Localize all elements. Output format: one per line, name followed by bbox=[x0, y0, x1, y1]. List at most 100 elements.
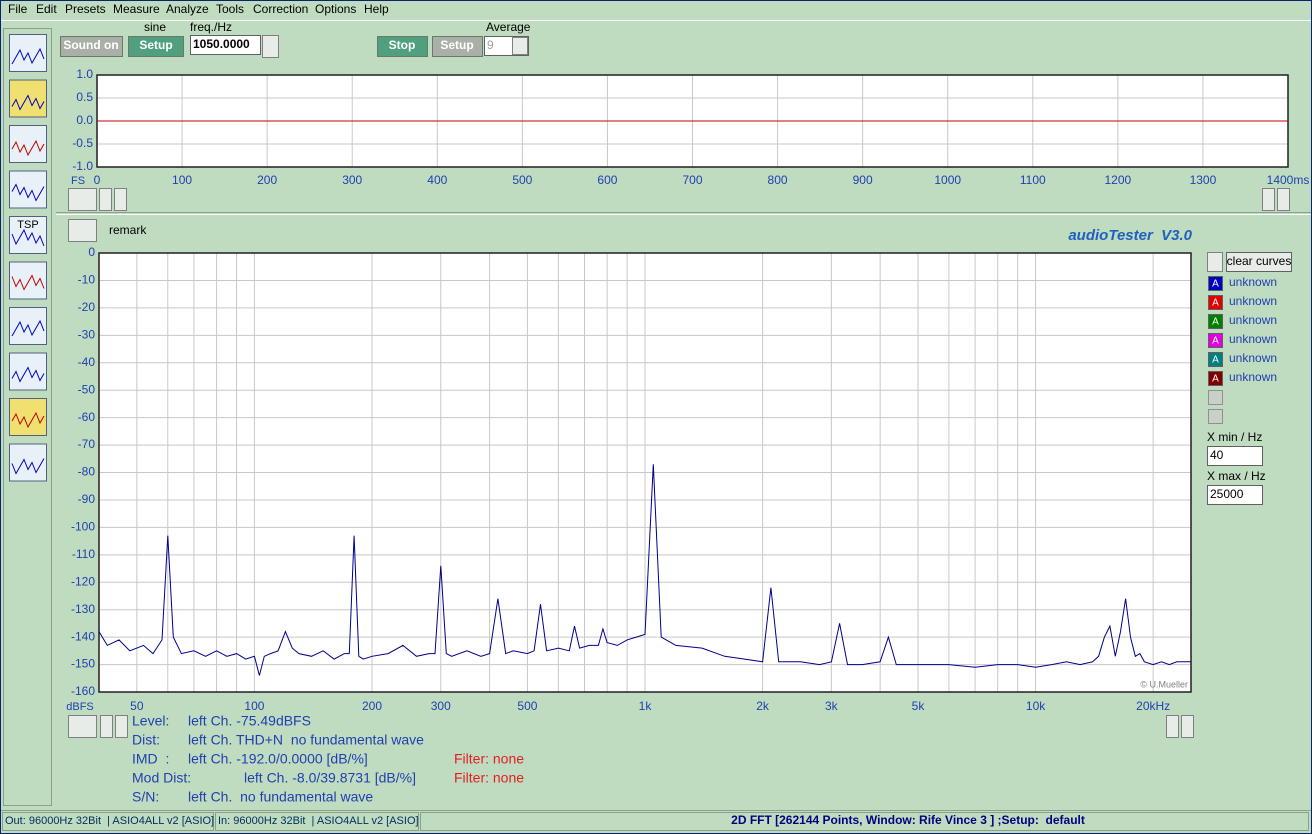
clear-curves-button[interactable] bbox=[1226, 252, 1292, 272]
x-tick-label: 0 bbox=[94, 173, 101, 187]
x-tick-label: 200 bbox=[362, 699, 382, 713]
menu-item[interactable]: Tools bbox=[216, 2, 244, 16]
x-tick-label: 50 bbox=[130, 699, 144, 713]
status-cell bbox=[420, 812, 1309, 831]
curve-swatch[interactable] bbox=[1208, 371, 1223, 386]
tool-icon[interactable] bbox=[9, 352, 47, 391]
y-tick-label: -0.5 bbox=[72, 136, 93, 150]
x-tick-label: 1k bbox=[639, 699, 653, 713]
analyzer-setup-button[interactable] bbox=[432, 36, 483, 57]
curve-name: unknown bbox=[1229, 313, 1277, 327]
scope-scroll-right[interactable] bbox=[114, 188, 127, 211]
x-tick-label: 900 bbox=[853, 173, 873, 187]
y-tick-label: 0 bbox=[88, 245, 95, 259]
fft-scroll-right-2[interactable] bbox=[1181, 715, 1194, 738]
tool-icon-glyph bbox=[11, 319, 45, 337]
remark: remark bbox=[109, 223, 147, 237]
empty-curve-slot[interactable] bbox=[1208, 390, 1223, 405]
menu-item[interactable]: Edit bbox=[36, 2, 57, 16]
curve-swatch[interactable] bbox=[1208, 295, 1223, 310]
x-tick-label: 700 bbox=[682, 173, 702, 187]
x-tick-label: 20kHz bbox=[1136, 699, 1170, 713]
average-spin[interactable] bbox=[512, 37, 528, 55]
sound-button[interactable] bbox=[60, 36, 123, 57]
y-tick-label: -150 bbox=[71, 657, 95, 671]
scope-spin[interactable] bbox=[68, 188, 97, 211]
menu-item[interactable]: Options bbox=[315, 2, 356, 16]
menu-item[interactable]: Measure bbox=[113, 2, 160, 16]
sidebar bbox=[3, 28, 52, 806]
freq-input[interactable] bbox=[190, 35, 261, 55]
tool-icon[interactable] bbox=[9, 443, 47, 482]
x-tick-label: 500 bbox=[512, 173, 532, 187]
average-value: 9 bbox=[487, 38, 494, 52]
info-name: Level: bbox=[132, 713, 169, 729]
curve-swatch[interactable] bbox=[1208, 352, 1223, 367]
x-tick-label: 1000 bbox=[934, 173, 961, 187]
x-tick-label: 200 bbox=[257, 173, 277, 187]
info-text: left Ch. -8.0/39.8731 [dB/%] bbox=[244, 770, 416, 786]
y-tick-label: -60 bbox=[78, 410, 96, 424]
menu-bar bbox=[1, 1, 1311, 20]
status-out: Out: 96000Hz 32Bit | ASIO4ALL v2 [ASIO] bbox=[5, 815, 214, 827]
freq-spin[interactable] bbox=[262, 35, 279, 58]
generator-label: sine bbox=[144, 20, 166, 34]
curves-spin[interactable] bbox=[1207, 252, 1223, 272]
y-tick-label: -10 bbox=[78, 273, 96, 287]
y-tick-label: -1.0 bbox=[72, 159, 93, 173]
curve-swatch[interactable] bbox=[1208, 314, 1223, 329]
fft-scroll-right[interactable] bbox=[115, 715, 128, 738]
plot-border bbox=[98, 252, 1192, 693]
curve-swatch-label: A bbox=[1212, 317, 1219, 328]
tool-icon[interactable] bbox=[9, 125, 47, 163]
x-tick-label: 1300 bbox=[1190, 173, 1217, 187]
x-tick-label: 3k bbox=[825, 699, 839, 713]
x-tick-label: 100 bbox=[172, 173, 192, 187]
fft-spin[interactable] bbox=[68, 219, 97, 242]
scope-scroll-right-2[interactable] bbox=[1277, 188, 1290, 211]
tool-icon[interactable] bbox=[9, 216, 47, 254]
brand: audioTester V3.0 bbox=[1068, 227, 1192, 244]
info-filter: Filter: none bbox=[454, 770, 524, 786]
tool-icon[interactable] bbox=[9, 170, 47, 209]
x-tick-label: 1200 bbox=[1105, 173, 1132, 187]
info-name: IMD : bbox=[132, 751, 169, 767]
y-tick-label: -50 bbox=[78, 382, 96, 396]
y-tick-label: -70 bbox=[78, 437, 96, 451]
freq-value: 1050.0000 bbox=[193, 37, 250, 51]
fft-spin-2[interactable] bbox=[68, 715, 97, 738]
menu-item[interactable]: Analyze bbox=[166, 2, 209, 16]
curve-swatch[interactable] bbox=[1208, 276, 1223, 291]
xmin-input[interactable] bbox=[1207, 446, 1263, 466]
scope-scroll-left[interactable] bbox=[99, 188, 112, 211]
y-tick-label: 0.5 bbox=[76, 90, 93, 104]
menu-item[interactable]: Help bbox=[364, 2, 389, 16]
tool-icon-glyph bbox=[11, 411, 45, 429]
y-tick-label: 0.0 bbox=[76, 113, 93, 127]
fft-scroll-left[interactable] bbox=[100, 715, 113, 738]
x-tick-label: 1100 bbox=[1020, 173, 1046, 187]
generator-setup-button[interactable] bbox=[128, 36, 184, 57]
fft-scroll-left-2[interactable] bbox=[1166, 715, 1179, 738]
curve-swatch[interactable] bbox=[1208, 333, 1223, 348]
tool-icon-glyph bbox=[11, 228, 45, 247]
scope-scroll-left-2[interactable] bbox=[1262, 188, 1275, 211]
curve-swatch-label: A bbox=[1212, 355, 1219, 366]
info-name: Dist: bbox=[132, 732, 160, 748]
stop-button[interactable] bbox=[377, 36, 428, 57]
curve-swatch-label: A bbox=[1212, 374, 1219, 385]
menu-item[interactable]: Correction bbox=[253, 2, 308, 16]
tool-icon[interactable] bbox=[9, 398, 47, 436]
xmax-input[interactable] bbox=[1207, 485, 1263, 505]
menu-item[interactable]: Presets bbox=[65, 2, 106, 16]
empty-curve-slot[interactable] bbox=[1208, 409, 1223, 424]
info-filter: Filter: none bbox=[454, 751, 524, 767]
analyzer-setup-text: Setup bbox=[440, 38, 473, 52]
credit: © U.Mueller bbox=[1140, 679, 1188, 689]
tool-icon-glyph bbox=[11, 274, 45, 291]
menu-item[interactable]: File bbox=[8, 2, 28, 16]
tool-icon[interactable] bbox=[9, 79, 47, 118]
info-name: Mod Dist: bbox=[132, 770, 191, 786]
xmax-label: X max / Hz bbox=[1207, 469, 1266, 483]
status-cell bbox=[2, 812, 214, 831]
